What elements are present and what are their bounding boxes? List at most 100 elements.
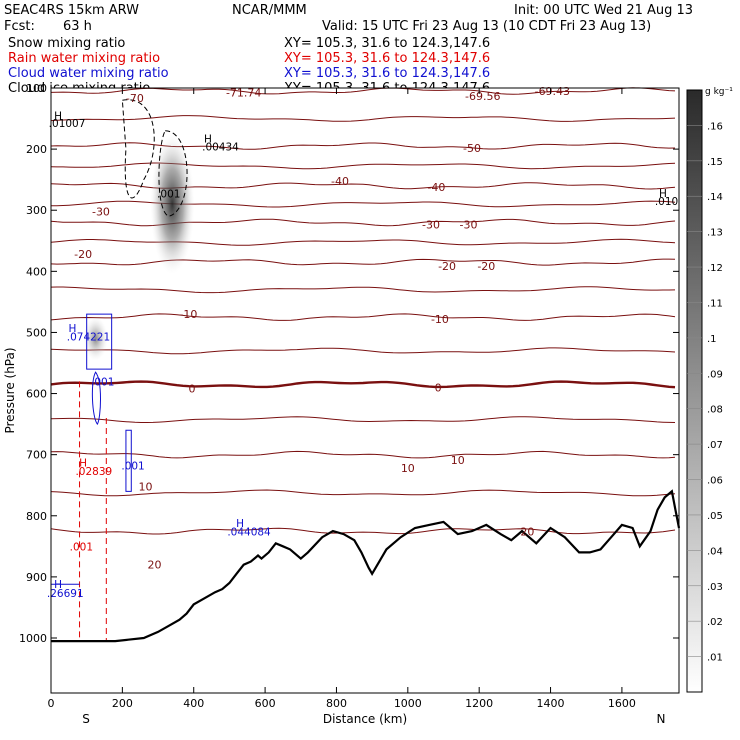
extrema-label: .001 (70, 541, 93, 553)
contour-label: -69.43 (535, 85, 570, 98)
extrema-label: H (54, 111, 62, 123)
snow-contour (158, 130, 188, 217)
plot-area (51, 88, 679, 693)
temperature-contour-10 (50, 450, 676, 459)
colorbar-tick-label: .05 (707, 511, 723, 522)
x-tick-label: 1200 (465, 697, 493, 710)
colorbar-tick-label: .02 (707, 617, 723, 628)
extrema-label: .074221 (67, 332, 110, 344)
temperature-contour--20 (50, 258, 676, 266)
terrain-line (51, 489, 681, 643)
contour-label: -40 (331, 175, 349, 188)
plot-frame (50, 87, 680, 694)
contour-label: 0 (188, 383, 195, 396)
x-tick-label: 200 (112, 697, 133, 710)
extrema-label: H (659, 188, 667, 200)
temperature-contour-intermediate (50, 347, 676, 355)
south-label: S (82, 712, 90, 726)
extrema-label: .044084 (227, 527, 271, 539)
x-tick-label: 1000 (394, 697, 422, 710)
contour-label: -30 (459, 218, 477, 231)
cloud-water-contour (91, 371, 102, 425)
colorbar-tick-label: .08 (707, 405, 723, 416)
y-tick-label: 100 (26, 82, 47, 95)
y-tick-label: 1000 (19, 632, 47, 645)
extrema-label: .001 (157, 189, 180, 201)
contour-label: -71.74 (226, 86, 261, 99)
contour-label: 10 (139, 480, 153, 493)
temperature-contour-20 (50, 527, 676, 535)
extrema-label: H (204, 134, 212, 146)
extrema-label: .001 (91, 376, 114, 388)
y-tick-label: 900 (26, 571, 47, 584)
field-name-snow: Snow mixing ratio (8, 36, 126, 51)
valid-time: Valid: 15 UTC Fri 23 Aug 13 (10 CDT Fri … (322, 19, 652, 34)
contour-label: -20 (438, 260, 456, 273)
y-tick-label: 200 (26, 143, 47, 156)
extrema-label: H (68, 323, 76, 335)
y-tick-label: 800 (26, 510, 47, 523)
y-tick-label: 300 (26, 204, 47, 217)
snow-shading (150, 134, 195, 275)
contour-label: -10 (179, 308, 197, 321)
y-axis-label: Pressure (hPa) (3, 347, 17, 433)
contour-label: -20 (74, 248, 92, 261)
fcst-label: Fcst: (4, 19, 35, 34)
y-tick-label: 500 (26, 326, 47, 339)
extrema-label: H (54, 579, 62, 591)
colorbar-tick-label: .15 (707, 157, 723, 168)
extrema-label: .01007 (49, 118, 86, 130)
temperature-contour-0 (50, 380, 676, 389)
colorbar-tick-label: .06 (707, 476, 723, 487)
extrema-label: .02839 (75, 466, 112, 478)
x-tick-label: 800 (326, 697, 347, 710)
extrema-label: .001 (121, 461, 144, 473)
colorbar-tick-label: .12 (707, 263, 723, 274)
x-tick-label: 600 (255, 697, 276, 710)
x-tick-label: 1600 (608, 697, 636, 710)
y-tick-label: 600 (26, 388, 47, 401)
colorbar-tick-label: .16 (707, 121, 723, 132)
field-xy-rain: XY= 105.3, 31.6 to 124.3,147.6 (284, 51, 491, 66)
contour-label: -40 (427, 181, 445, 194)
x-axis-label: Distance (km) (323, 712, 407, 726)
x-tick-label: 400 (183, 697, 204, 710)
fcst-value: 63 h (63, 19, 92, 34)
x-tick-label: 0 (48, 697, 55, 710)
contour-label: -70 (126, 92, 144, 105)
colorbar-tick-label: .01 (707, 653, 723, 664)
colorbar-tick-label: .14 (707, 192, 723, 203)
field-name-cloud-water: Cloud water mixing ratio (8, 66, 169, 81)
contour-label: -30 (422, 218, 440, 231)
colorbar-unit: g kg⁻¹ (705, 87, 733, 97)
x-tick-label: 1400 (537, 697, 565, 710)
temperature-contour-intermediate (50, 286, 676, 294)
temperature-contour--50 (50, 142, 676, 150)
temperature-contour--10 (50, 313, 676, 321)
contour-label: 20 (520, 526, 534, 539)
colorbar-tick-label: .11 (707, 298, 723, 309)
extrema-label: .00434 (202, 142, 239, 154)
colorbar-tick-label: .13 (707, 228, 723, 239)
field-xy-snow: XY= 105.3, 31.6 to 124.3,147.6 (284, 36, 491, 51)
contour-label: 10 (451, 454, 465, 467)
colorbar-tick-label: .09 (707, 369, 723, 380)
colorbar-tick-label: .03 (707, 582, 723, 593)
contour-label: -50 (463, 142, 481, 155)
extrema-label: .26691 (47, 588, 84, 600)
colorbar-tick-label: .1 (707, 334, 717, 345)
extrema-label: .010 (655, 196, 678, 208)
model-title: SEAC4RS 15km ARW (4, 3, 140, 18)
contour-label: 10 (401, 462, 415, 475)
extrema-label: H (236, 518, 244, 530)
field-xy-cloud-water: XY= 105.3, 31.6 to 124.3,147.6 (284, 66, 491, 81)
colorbar-tick-label: .07 (707, 440, 723, 451)
colorbar (686, 89, 703, 693)
cloud-water-shading (83, 316, 108, 361)
org-label: NCAR/MMM (232, 3, 307, 18)
temperature-contour-intermediate (50, 416, 676, 423)
contour-label: -10 (431, 313, 449, 326)
temperature-contour-intermediate (50, 115, 676, 122)
contour-label: -30 (92, 205, 110, 218)
